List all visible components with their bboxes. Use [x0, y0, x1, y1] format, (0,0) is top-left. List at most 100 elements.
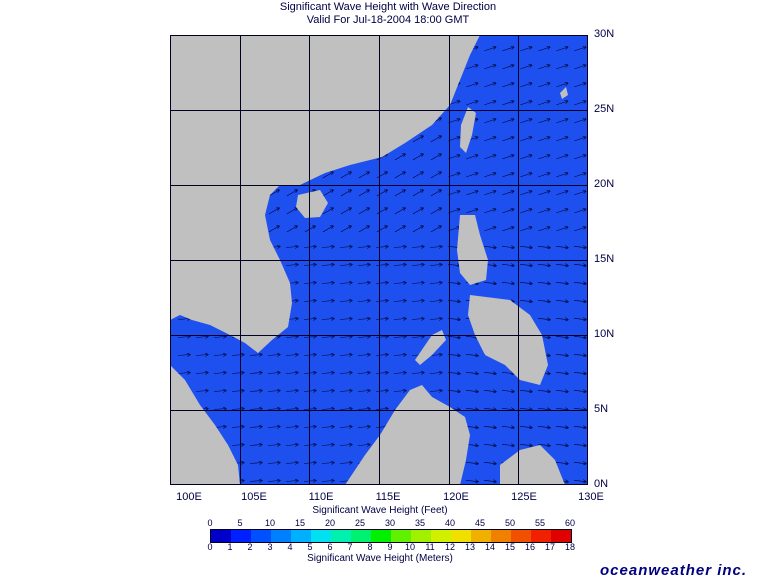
wave-arrow — [195, 355, 208, 356]
wave-arrow — [483, 444, 496, 445]
wave-arrow — [411, 301, 424, 302]
wave-arrow — [538, 155, 549, 160]
wave-arrow — [358, 208, 369, 215]
wave-arrow — [285, 265, 298, 266]
wave-arrow — [322, 172, 333, 179]
wave-arrow — [339, 409, 352, 410]
wave-arrow — [537, 408, 550, 409]
wave-arrow — [339, 319, 352, 320]
wave-arrow — [412, 226, 423, 233]
scale-tick-label: 45 — [474, 518, 485, 528]
wave-arrow — [375, 409, 388, 410]
wave-arrow — [556, 47, 567, 52]
wave-arrow — [573, 318, 586, 319]
wave-arrow — [538, 65, 549, 70]
wave-arrow — [429, 265, 442, 266]
wave-arrow — [555, 300, 568, 301]
wave-arrow — [429, 391, 442, 392]
wave-arrow — [519, 390, 532, 391]
wave-arrow — [268, 190, 279, 197]
wave-arrow — [430, 154, 441, 161]
wave-arrow — [213, 355, 226, 356]
wave-arrow — [357, 445, 370, 446]
wave-arrow — [231, 445, 244, 446]
wave-arrow — [573, 246, 586, 247]
wave-arrow — [556, 137, 567, 142]
scale-tick-label: 16 — [524, 542, 535, 552]
wave-arrow — [213, 409, 226, 410]
wave-arrow — [231, 409, 244, 410]
wave-arrow — [538, 83, 549, 88]
wave-arrow — [484, 101, 495, 106]
wave-arrow — [502, 155, 513, 160]
wave-arrow — [357, 391, 370, 392]
wave-arrow — [285, 427, 298, 428]
wave-arrow — [448, 209, 459, 214]
wave-arrow — [466, 101, 477, 106]
wave-arrow — [574, 227, 585, 232]
wave-arrow — [538, 173, 549, 178]
wave-arrow — [519, 426, 532, 427]
wave-arrow — [573, 300, 586, 301]
wave-arrow — [520, 47, 531, 52]
wave-arrow — [573, 408, 586, 409]
wave-arrow — [358, 226, 369, 233]
wave-arrow — [177, 373, 190, 374]
scale-tick-label: 7 — [347, 542, 353, 552]
wave-arrow — [520, 119, 531, 124]
lon-label: 125E — [511, 491, 537, 503]
wave-arrow — [573, 390, 586, 391]
wave-arrow — [501, 444, 514, 445]
wave-arrow — [538, 137, 549, 142]
wave-arrow — [375, 373, 388, 374]
wave-arrow — [466, 173, 477, 178]
wave-arrow — [519, 444, 532, 445]
wave-arrow — [339, 463, 352, 464]
wave-arrow — [484, 83, 495, 88]
wave-arrow — [519, 246, 532, 247]
wave-arrow — [483, 390, 496, 391]
wave-arrow — [520, 137, 531, 142]
wave-arrow — [429, 301, 442, 302]
wave-arrow — [321, 481, 334, 482]
scale-tick-label: 2 — [247, 542, 253, 552]
wave-arrow — [574, 119, 585, 124]
wave-arrow — [357, 409, 370, 410]
wave-arrow — [466, 155, 477, 160]
wave-arrow — [213, 337, 226, 338]
wave-arrow — [322, 190, 333, 197]
wave-arrow — [537, 264, 550, 265]
wave-arrow — [394, 226, 405, 233]
wave-arrow — [411, 319, 424, 320]
wave-arrow — [574, 191, 585, 196]
wave-arrow — [412, 154, 423, 161]
wave-arrow — [465, 372, 478, 373]
wave-arrow — [430, 172, 441, 179]
wave-arrow — [483, 408, 496, 409]
wave-arrow — [538, 47, 549, 52]
wave-arrow — [574, 173, 585, 178]
wave-arrow — [339, 283, 352, 284]
wave-arrow — [268, 208, 279, 215]
wave-arrow — [484, 137, 495, 142]
lat-label: 5N — [594, 403, 609, 415]
wave-arrow — [339, 337, 352, 338]
wave-arrow — [429, 283, 442, 284]
wave-arrow — [502, 47, 513, 52]
wave-arrow — [393, 265, 406, 266]
wave-arrow — [195, 373, 208, 374]
wave-arrow — [556, 209, 567, 214]
lon-label: 120E — [443, 491, 469, 503]
wave-arrow — [573, 462, 586, 463]
wave-arrow — [393, 301, 406, 302]
lat-label: 15N — [594, 253, 615, 265]
wave-arrow — [501, 408, 514, 409]
wave-arrow — [249, 427, 262, 428]
wave-arrow — [177, 337, 190, 338]
wave-arrow — [448, 119, 459, 124]
wave-arrow — [267, 427, 280, 428]
wave-arrow — [411, 283, 424, 284]
scale-tick-label: 15 — [294, 518, 305, 528]
wave-arrow — [321, 409, 334, 410]
scale-tick-label: 1 — [227, 542, 233, 552]
